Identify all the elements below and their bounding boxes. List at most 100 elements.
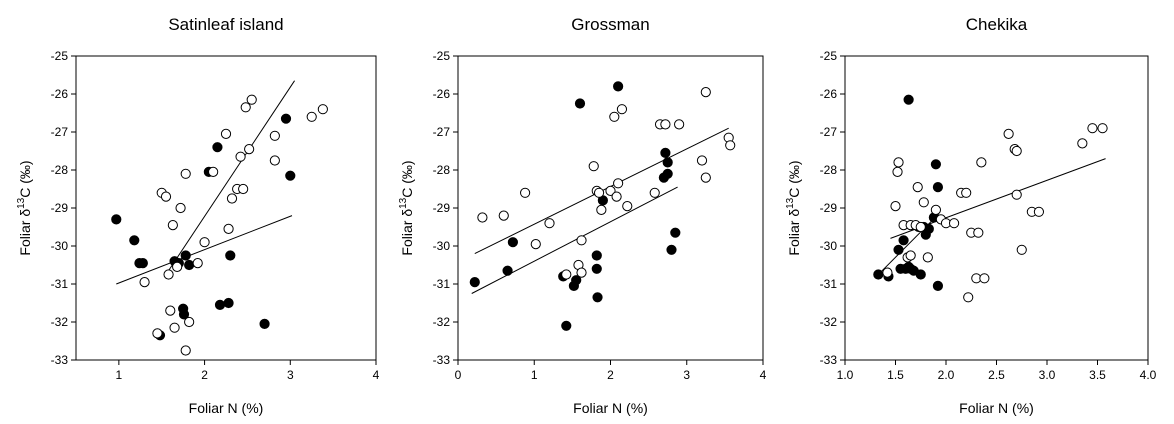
data-point-open — [892, 166, 903, 177]
data-point-open — [169, 322, 180, 333]
data-point-filled — [184, 259, 195, 271]
x-axis-label: Foliar N (%) — [959, 400, 1034, 416]
data-point-open — [918, 197, 929, 208]
x-tick-label: 0 — [455, 368, 462, 382]
y-tick-label: -30 — [433, 239, 451, 253]
data-point-open — [165, 305, 176, 316]
x-axis-label: Foliar N (%) — [573, 400, 648, 416]
chart-panel-3: Chekika 1.0 1.5 2.0 2.5 3.0 3.5 4.0 -25 -26 -27 -28… — [785, 15, 1157, 416]
x-tick-label: 2 — [607, 368, 614, 382]
data-point-open — [192, 258, 203, 269]
x-tick-label: 2.5 — [988, 368, 1005, 382]
x-tick-label: 4.0 — [1140, 368, 1157, 382]
y-tick-label: -25 — [433, 49, 451, 63]
data-point-filled — [285, 170, 296, 181]
regression-line-filled — [116, 215, 293, 285]
y-tick-label: -32 — [51, 315, 69, 329]
data-point-open — [609, 111, 620, 122]
chart-panel-1: Satinleaf island 1 2 3 4 -25 -26 -27 -28 -29 -30 -3… — [16, 15, 380, 416]
data-point-filled — [670, 227, 681, 238]
data-point-filled — [903, 94, 914, 105]
data-point-open — [700, 172, 711, 183]
x-axis-label: Foliar N (%) — [189, 400, 264, 416]
data-point-open — [593, 187, 605, 198]
y-tick-label: -28 — [433, 163, 451, 177]
x-tick-label: 2 — [201, 368, 208, 382]
data-point-open — [269, 130, 280, 141]
y-tick-label: -32 — [820, 315, 838, 329]
data-point-open — [152, 328, 163, 339]
data-point-open — [660, 119, 671, 130]
data-point-open — [240, 102, 251, 113]
plot-frame — [75, 55, 377, 361]
data-point-open — [611, 191, 622, 202]
data-point-open — [246, 94, 257, 105]
data-point-open — [199, 237, 210, 248]
data-point-open — [1016, 244, 1027, 255]
data-point-open — [882, 267, 893, 278]
x-tick-label: 1 — [116, 368, 123, 382]
data-point-open — [175, 202, 186, 214]
data-point-open — [1097, 123, 1108, 134]
y-tick-label: -27 — [433, 125, 451, 139]
y-axis-label: Foliar δ13C (‰) — [16, 160, 33, 255]
data-point-filled — [574, 98, 586, 109]
data-point-open — [235, 151, 246, 162]
data-point-open — [269, 155, 280, 166]
x-tick-label: 1 — [531, 368, 538, 382]
data-point-filled — [932, 280, 944, 291]
data-point-filled — [660, 147, 671, 158]
data-point-filled — [873, 269, 884, 280]
data-point-open — [544, 218, 555, 229]
y-tick-label: -29 — [51, 201, 69, 215]
data-point-filled — [259, 318, 270, 329]
y-tick-label: -27 — [51, 125, 69, 139]
data-point-open — [208, 166, 219, 177]
y-tick-label: -27 — [820, 125, 838, 139]
y-tick-label: -26 — [433, 87, 451, 101]
data-point-open — [976, 157, 987, 168]
data-point-filled — [469, 277, 480, 288]
x-tick-label: 4 — [373, 368, 380, 382]
data-point-open — [616, 104, 628, 115]
plot-frame — [457, 55, 764, 361]
data-point-open — [588, 161, 599, 172]
data-point-open — [220, 128, 232, 139]
data-point-open — [167, 220, 178, 231]
data-point-open — [700, 87, 711, 98]
data-point-open — [306, 111, 317, 122]
data-point-filled — [613, 81, 624, 92]
data-point-open — [317, 104, 328, 115]
y-tick-label: -25 — [51, 49, 69, 63]
data-point-filled — [137, 258, 148, 269]
y-tick-label: -31 — [51, 277, 69, 291]
data-point-filled — [129, 235, 140, 246]
data-point-filled — [561, 320, 572, 331]
x-tick-label: 4 — [760, 368, 767, 382]
data-point-open — [725, 140, 736, 151]
y-tick-label: -28 — [51, 163, 69, 177]
y-tick-label: -33 — [820, 353, 838, 367]
data-point-open — [613, 178, 624, 189]
y-axis-label: Foliar δ13C (‰) — [785, 160, 802, 255]
data-point-filled — [507, 237, 519, 248]
data-point-filled — [225, 250, 236, 261]
data-point-open — [649, 187, 660, 198]
chart-title: Chekika — [966, 15, 1028, 34]
x-tick-label: 1.0 — [837, 368, 854, 382]
data-point-open — [915, 221, 926, 233]
data-point-filled — [571, 275, 582, 286]
data-point-filled — [178, 309, 190, 320]
data-point-open — [238, 183, 249, 195]
y-tick-label: -25 — [820, 49, 838, 63]
data-point-open — [596, 204, 607, 215]
data-point-filled — [502, 265, 513, 276]
data-point-open — [1077, 138, 1088, 149]
data-point-open — [498, 210, 509, 221]
data-point-filled — [662, 168, 673, 179]
data-point-open — [1003, 128, 1014, 139]
data-point-open — [1033, 206, 1045, 217]
data-point-open — [963, 292, 974, 303]
